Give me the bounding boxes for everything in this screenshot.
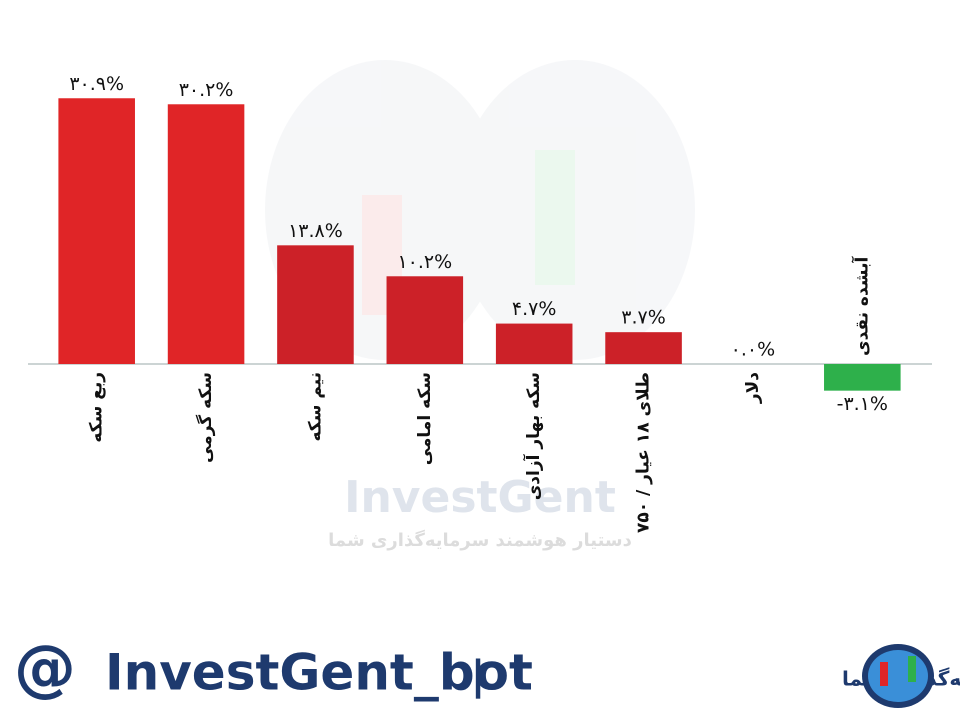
x-tick-label: سکه گرمی — [195, 372, 216, 463]
bar — [605, 332, 682, 364]
x-tick-label: آبشده نقدی — [850, 256, 872, 356]
footer-separator: | — [471, 653, 486, 700]
plot: ۳۰.۹% ربع سکه ۳۰.۲% سکه گرمی ۱۳.۸% نیم سکه ۱۰.… — [58, 73, 901, 533]
value-label: ۱۰.۲% — [397, 251, 452, 273]
value-label: ۴.۷% — [512, 298, 557, 320]
x-tick-label: طلای ۱۸ عیار / ۷۵۰ — [634, 372, 654, 533]
logo-inner — [868, 650, 928, 702]
footer-at: @ — [14, 631, 76, 704]
logo-candle — [880, 662, 888, 686]
value-label: ۳۰.۲% — [179, 79, 234, 101]
x-tick-label: دلار — [743, 372, 763, 404]
value-label: ۳.۷% — [621, 307, 666, 329]
bar — [824, 364, 901, 391]
value-label: ۱۳.۸% — [288, 220, 343, 242]
watermark-candle — [535, 150, 575, 285]
logo — [862, 644, 934, 708]
x-tick-label: سکه بهار آزادی — [522, 372, 544, 500]
watermark-subtitle: دستیار هوشمند سرمایه‌گذاری شما — [328, 529, 632, 551]
value-label: -۳.۱% — [837, 393, 888, 415]
footer-handle: InvestGent_bot — [105, 644, 533, 702]
watermark-title: InvestGent — [344, 472, 616, 523]
bar — [167, 104, 245, 364]
value-label: ۳۰.۹% — [69, 73, 124, 95]
x-tick-label: ربع سکه — [87, 372, 107, 443]
bar — [277, 245, 354, 364]
x-tick-label: سکه امامی — [415, 372, 435, 465]
bar — [58, 98, 135, 364]
x-tick-label: نیم سکه — [305, 372, 325, 442]
logo-candle — [908, 656, 916, 682]
value-label: ۰.۰% — [731, 339, 776, 361]
bar — [386, 276, 464, 364]
bar — [495, 323, 573, 364]
